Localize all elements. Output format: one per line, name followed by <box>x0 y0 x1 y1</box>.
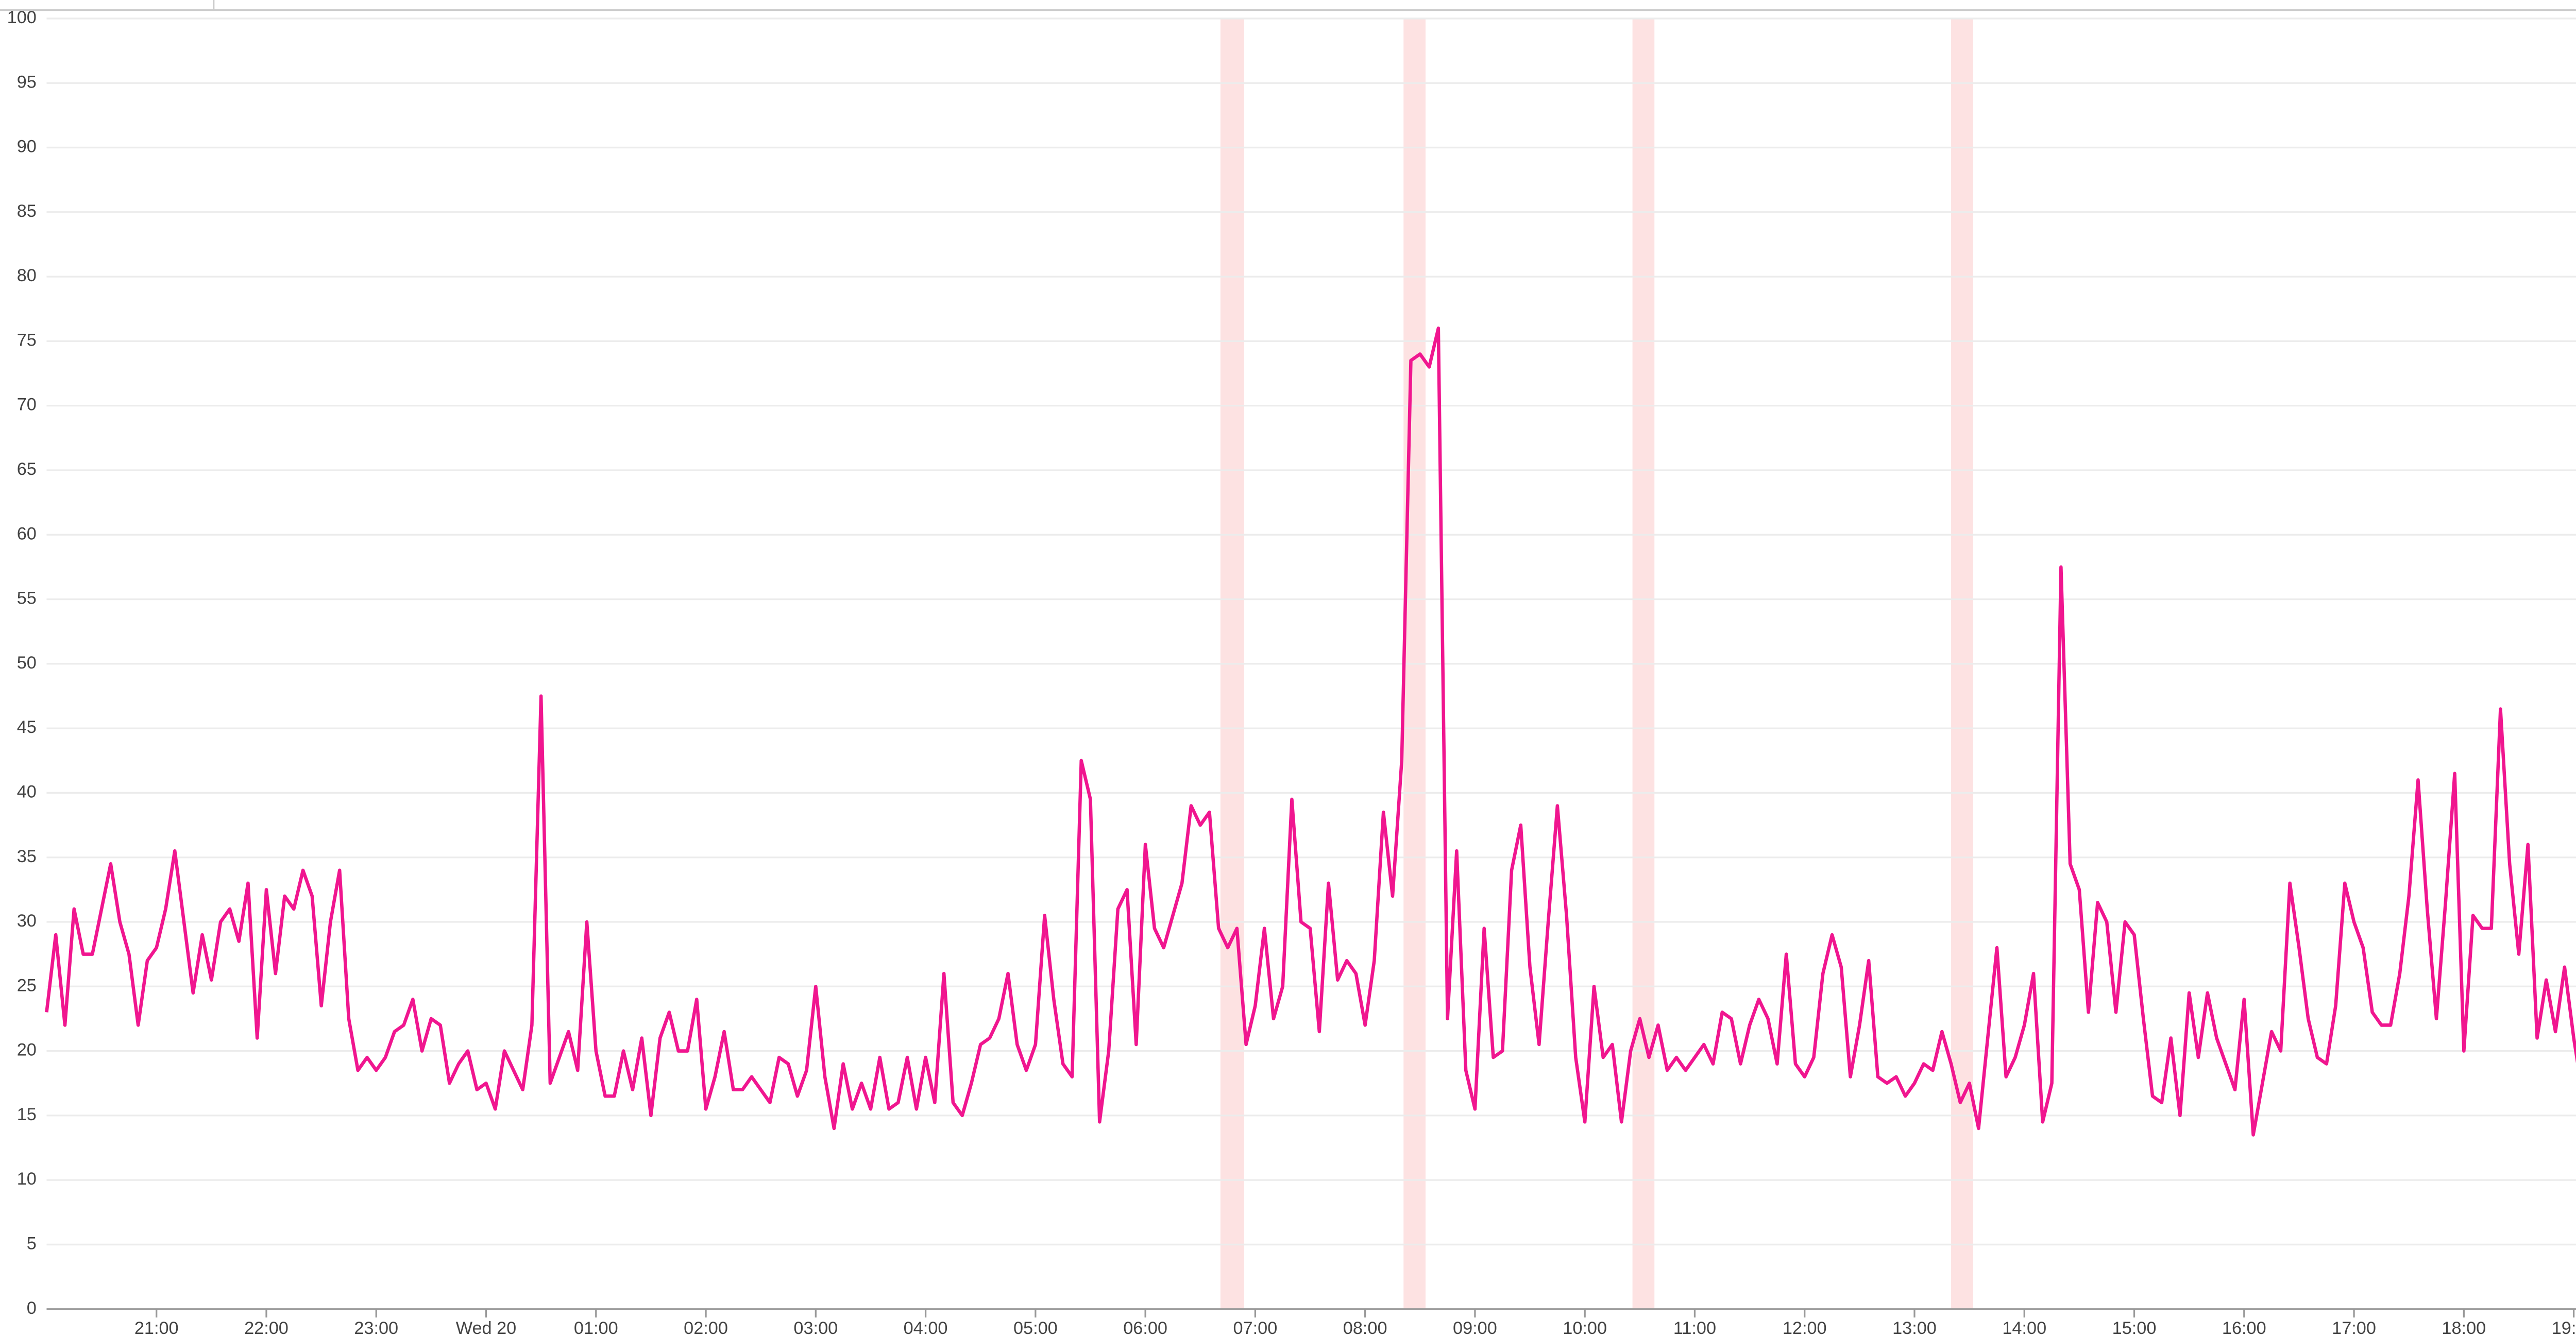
x-tick-label: 05:00 <box>1013 1318 1058 1336</box>
y-tick-label: 25 <box>17 975 37 995</box>
y-tick-label: 45 <box>17 717 37 737</box>
y-tick-label: 65 <box>17 459 37 479</box>
y-tick-label: 20 <box>17 1040 37 1060</box>
y-tick-label: 55 <box>17 589 37 608</box>
x-tick-label: 17:00 <box>2332 1318 2376 1336</box>
x-tick-label: 04:00 <box>904 1318 948 1336</box>
y-tick-label: 0 <box>27 1298 37 1318</box>
x-tick-label: 06:00 <box>1123 1318 1167 1336</box>
y-tick-label: 10 <box>17 1169 37 1189</box>
x-tick-label: 16:00 <box>2222 1318 2266 1336</box>
x-tick-label: 23:00 <box>354 1318 398 1336</box>
y-tick-label: 75 <box>17 330 37 350</box>
y-tick-label: 85 <box>17 201 37 221</box>
y-tick-label: 60 <box>17 524 37 543</box>
x-tick-label: 15:00 <box>2112 1318 2157 1336</box>
y-tick-label: 90 <box>17 137 37 157</box>
x-tick-label: 21:00 <box>134 1318 179 1336</box>
y-tick-label: 35 <box>17 847 37 866</box>
x-tick-label: 12:00 <box>1783 1318 1827 1336</box>
x-tick-label: 19:00 <box>2552 1318 2576 1336</box>
x-tick-label: 11:00 <box>1673 1318 1716 1336</box>
y-tick-label: 30 <box>17 911 37 931</box>
x-tick-label: 10:00 <box>1563 1318 1607 1336</box>
y-tick-label: 5 <box>27 1234 37 1253</box>
y-tick-label: 80 <box>17 266 37 285</box>
y-tick-label: 40 <box>17 782 37 801</box>
y-tick-label: 95 <box>17 72 37 92</box>
x-tick-label: 02:00 <box>684 1318 728 1336</box>
x-tick-label: 13:00 <box>1892 1318 1937 1336</box>
y-tick-label: 100 <box>7 8 37 27</box>
data-line <box>45 327 2576 1137</box>
x-tick-label: 22:00 <box>244 1318 289 1336</box>
x-tick-label: 14:00 <box>2002 1318 2046 1336</box>
x-tick-label: 03:00 <box>793 1318 838 1336</box>
y-tick-label: 50 <box>17 653 37 673</box>
x-tick-label: 09:00 <box>1453 1318 1497 1336</box>
x-tick-label: Wed 20 <box>456 1318 517 1336</box>
x-tick-label: 18:00 <box>2442 1318 2486 1336</box>
y-tick-label: 70 <box>17 395 37 415</box>
y-tick-label: 15 <box>17 1105 37 1124</box>
x-tick-label: 07:00 <box>1233 1318 1278 1336</box>
x-tick-label: 08:00 <box>1343 1318 1387 1336</box>
x-tick-label: 01:00 <box>574 1318 618 1336</box>
